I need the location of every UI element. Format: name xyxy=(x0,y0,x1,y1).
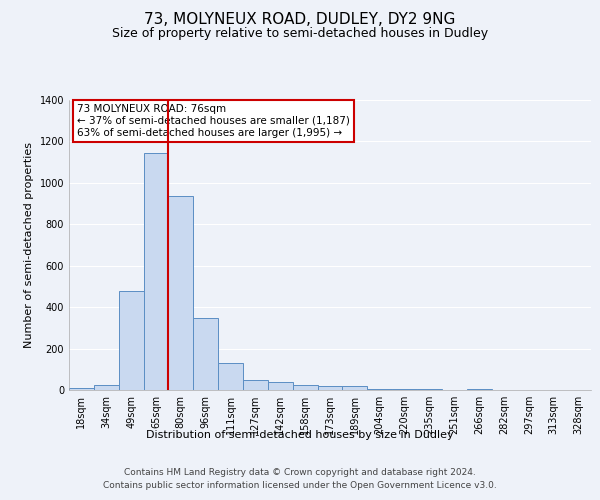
Bar xyxy=(317,386,343,390)
Text: Size of property relative to semi-detached houses in Dudley: Size of property relative to semi-detach… xyxy=(112,28,488,40)
Bar xyxy=(69,388,94,390)
Bar xyxy=(218,363,243,390)
Bar xyxy=(143,153,169,390)
Text: Contains public sector information licensed under the Open Government Licence v3: Contains public sector information licen… xyxy=(103,482,497,490)
Text: Contains HM Land Registry data © Crown copyright and database right 2024.: Contains HM Land Registry data © Crown c… xyxy=(124,468,476,477)
Bar xyxy=(94,385,119,390)
Bar xyxy=(367,389,392,390)
Bar xyxy=(169,196,193,390)
Bar xyxy=(119,290,143,390)
Text: Distribution of semi-detached houses by size in Dudley: Distribution of semi-detached houses by … xyxy=(146,430,454,440)
Bar xyxy=(343,386,367,390)
Bar xyxy=(243,380,268,390)
Text: 73 MOLYNEUX ROAD: 76sqm
← 37% of semi-detached houses are smaller (1,187)
63% of: 73 MOLYNEUX ROAD: 76sqm ← 37% of semi-de… xyxy=(77,104,350,138)
Bar xyxy=(268,382,293,390)
Bar xyxy=(417,389,442,390)
Bar xyxy=(467,389,491,390)
Bar xyxy=(293,385,317,390)
Y-axis label: Number of semi-detached properties: Number of semi-detached properties xyxy=(24,142,34,348)
Bar xyxy=(193,318,218,390)
Bar xyxy=(392,389,417,390)
Text: 73, MOLYNEUX ROAD, DUDLEY, DY2 9NG: 73, MOLYNEUX ROAD, DUDLEY, DY2 9NG xyxy=(145,12,455,28)
